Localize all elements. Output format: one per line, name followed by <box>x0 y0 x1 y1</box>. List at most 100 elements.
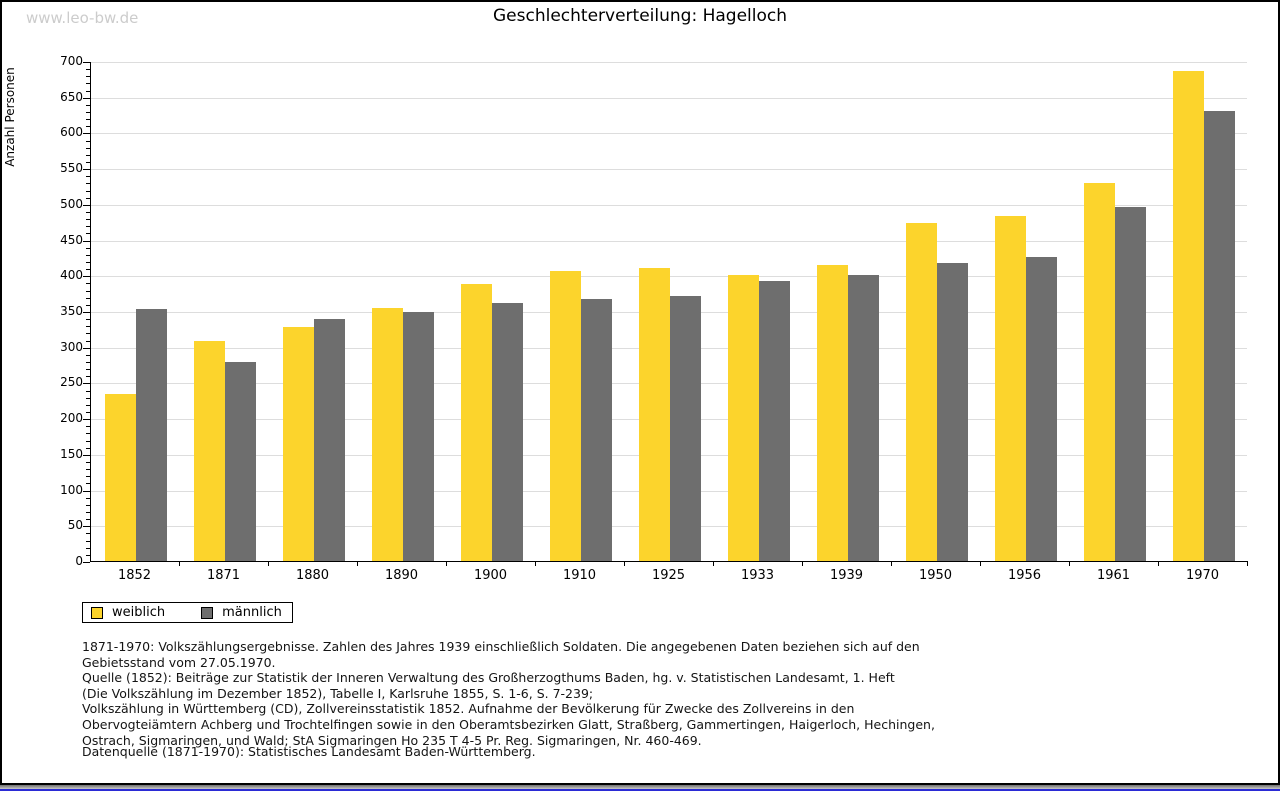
y-axis-tick-label: 700 <box>60 54 83 68</box>
y-axis-minor-tick <box>86 369 90 371</box>
y-axis-minor-tick <box>86 440 90 442</box>
y-axis-minor-tick <box>86 233 90 235</box>
bar-weiblich-1880 <box>282 326 314 561</box>
y-axis-minor-tick <box>86 69 90 71</box>
y-axis-minor-tick <box>86 297 90 299</box>
footnote-line: Volkszählung in Württemberg (CD), Zollve… <box>82 701 855 717</box>
y-axis-tick-label: 600 <box>60 125 83 140</box>
y-axis-minor-tick <box>86 76 90 78</box>
x-axis-tick <box>802 561 803 566</box>
y-axis-minor-tick <box>86 290 90 292</box>
y-axis-major-tick <box>83 312 90 313</box>
bar-weiblich-1910 <box>549 271 581 561</box>
bar-männlich-1925 <box>669 296 701 561</box>
y-axis-minor-tick <box>86 447 90 449</box>
y-axis-tick-label: 450 <box>60 232 83 247</box>
bar-männlich-1890 <box>402 312 434 561</box>
bar-männlich-1871 <box>224 362 256 561</box>
y-axis-minor-tick <box>86 140 90 142</box>
y-axis-tick-label: 50 <box>67 518 83 533</box>
y-axis-minor-tick <box>86 476 90 478</box>
x-axis-tick <box>891 561 892 566</box>
y-axis-major-tick <box>83 419 90 421</box>
watermark: www.leo-bw.de <box>26 9 139 27</box>
bar-weiblich-1890 <box>371 308 403 561</box>
y-axis-tick-label: 500 <box>60 196 83 211</box>
x-axis-tick-label: 1950 <box>918 568 953 583</box>
gridline <box>91 97 1247 99</box>
y-axis-minor-tick <box>86 269 90 271</box>
y-axis-minor-tick <box>86 254 90 256</box>
bottom-shadow <box>0 785 1280 789</box>
y-axis-major-tick <box>83 204 90 206</box>
y-axis-tick-label: 100 <box>60 482 83 497</box>
footnote-line: Gebietsstand vom 27.05.1970. <box>82 654 276 670</box>
x-axis-tick-label: 1852 <box>117 568 152 583</box>
y-axis-major-tick <box>83 240 90 242</box>
y-axis-minor-tick <box>86 247 90 249</box>
y-axis-minor-tick <box>86 540 90 542</box>
plot-area: 0 50 100 150 200 250 300 350 400 450 500 550 600 650 7… <box>60 54 1248 568</box>
footnote-line: Obervogteiämtern Achberg und Trochtelfin… <box>82 716 935 732</box>
x-axis-tick <box>179 561 180 566</box>
gridline <box>91 204 1247 206</box>
x-axis-tick <box>446 561 447 566</box>
x-axis-tick-label: 1880 <box>295 568 330 583</box>
y-axis-major-tick <box>83 276 90 278</box>
legend: weiblich männlich <box>82 602 293 623</box>
bottom-blue-bar <box>0 789 1280 791</box>
y-axis-major-tick <box>83 62 90 63</box>
x-axis-tick-label: 1910 <box>562 568 597 583</box>
bar-weiblich-1900 <box>460 283 492 561</box>
y-axis-tick-label: 150 <box>60 446 83 461</box>
y-axis-tick-label: 0 <box>75 554 83 568</box>
legend-label: weiblich <box>112 605 166 620</box>
gridline <box>91 169 1247 171</box>
footnote-line: (Die Volkszählung im Dezember 1852), Tab… <box>82 685 594 701</box>
bar-männlich-1939 <box>847 275 879 561</box>
y-axis-minor-tick <box>86 283 90 285</box>
y-axis-minor-tick <box>86 176 90 178</box>
y-axis-minor-tick <box>86 354 90 356</box>
y-axis-minor-tick <box>86 119 90 121</box>
x-axis-tick-label: 1939 <box>829 568 864 583</box>
x-axis-tick-label: 1970 <box>1185 568 1220 583</box>
y-axis-minor-tick <box>86 326 90 328</box>
x-axis-tick-label: 1961 <box>1096 568 1131 583</box>
y-axis-tick-label: 300 <box>60 339 83 354</box>
y-axis-major-tick <box>83 347 90 349</box>
y-axis-minor-tick <box>86 554 90 556</box>
x-axis-tick <box>713 561 714 566</box>
x-axis-tick <box>535 561 536 566</box>
y-axis-minor-tick <box>86 90 90 92</box>
y-axis-label: Anzahl Personen <box>3 67 17 167</box>
y-axis-minor-tick <box>86 112 90 113</box>
bar-weiblich-1939 <box>816 265 848 561</box>
bar-weiblich-1956 <box>994 216 1026 561</box>
x-axis-tick-label: 1900 <box>473 568 508 583</box>
bar-männlich-1956 <box>1025 256 1057 561</box>
footnote-line: Quelle (1852): Beiträge zur Statistik de… <box>82 670 895 686</box>
y-axis-minor-tick <box>86 519 90 521</box>
x-axis-tick-label: 1925 <box>651 568 686 583</box>
bar-männlich-1880 <box>313 318 345 561</box>
y-axis-major-tick <box>83 383 90 385</box>
gridline <box>91 240 1247 242</box>
y-axis-minor-tick <box>86 340 90 342</box>
legend-label: männlich <box>222 605 282 620</box>
gridline <box>91 62 1247 63</box>
gridline <box>91 133 1247 135</box>
y-axis-minor-tick <box>86 512 90 513</box>
y-axis-major-tick <box>83 526 90 528</box>
y-axis-minor-tick <box>86 147 90 149</box>
y-axis-minor-tick <box>86 154 90 156</box>
bar-männlich-1910 <box>580 298 612 561</box>
y-axis-minor-tick <box>86 433 90 435</box>
x-axis-tick <box>1158 561 1159 566</box>
y-axis-minor-tick <box>86 483 90 485</box>
y-axis-minor-tick <box>86 547 90 549</box>
y-axis-minor-tick <box>86 212 90 213</box>
y-axis-minor-tick <box>86 504 90 506</box>
bar-männlich-1950 <box>936 263 968 561</box>
